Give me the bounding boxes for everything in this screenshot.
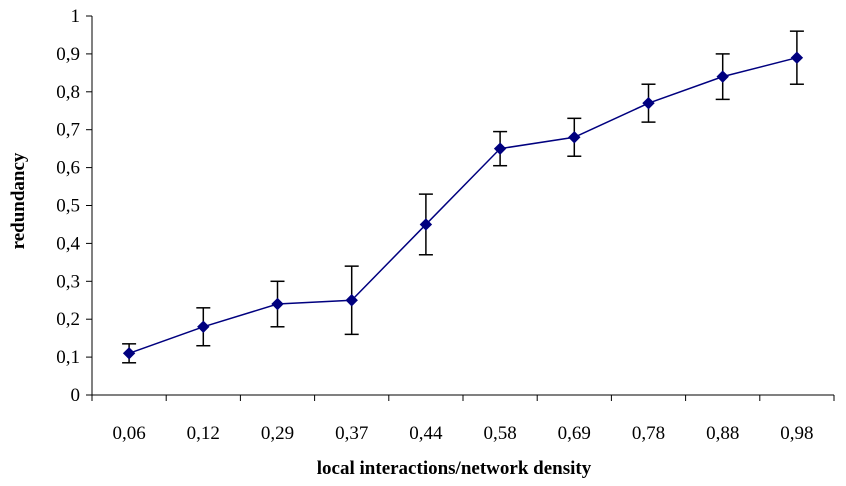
x-tick-label: 0,69 [558,423,591,444]
x-tick-label: 0,88 [706,423,739,444]
x-tick-label: 0,58 [483,423,516,444]
y-tick-label: 0 [71,385,81,406]
y-tick-label: 0,5 [56,196,80,217]
y-axis-title: redundancy [8,152,29,249]
y-tick-label: 0,8 [56,82,80,103]
y-tick-label: 0,9 [56,44,80,65]
data-point-marker [122,347,136,360]
y-tick-label: 1 [71,6,81,27]
x-tick-label: 0,12 [187,423,220,444]
data-point-marker [271,297,284,311]
y-axis-ticks: 0 0,1 0,2 0,3 0,4 0,5 0,6 0,7 0,8 0,9 1 [56,6,92,406]
x-tick-label: 0,98 [780,423,813,444]
x-tick-label: 0,29 [261,423,294,444]
data-point-marker [419,218,433,231]
data-point-marker [197,320,210,333]
x-tick-label: 0,37 [335,423,368,444]
y-tick-label: 0,2 [56,309,80,330]
y-tick-label: 0,4 [56,233,80,254]
error-bars [122,30,804,364]
data-point-marker [716,70,729,83]
x-tick-label: 0,78 [632,423,665,444]
x-tick-label: 0,06 [112,423,145,444]
x-axis-ticks: 0,06 0,12 0,29 0,37 0,44 0,58 0,69 0,78 0,88 0,98 [91,395,835,444]
y-tick-label: 0,1 [56,347,80,368]
data-point-marker [345,294,358,307]
series [122,51,804,360]
x-axis-title: local interactions/network density [317,458,592,479]
data-point-marker [493,142,507,155]
data-point-marker [642,96,655,110]
data-point-marker [568,131,581,144]
y-tick-label: 0,3 [56,271,80,292]
y-tick-label: 0,7 [56,120,80,141]
series-line [128,56,798,355]
y-tick-label: 0,6 [56,158,80,179]
x-tick-label: 0,44 [409,423,443,444]
data-point-marker [790,51,804,64]
